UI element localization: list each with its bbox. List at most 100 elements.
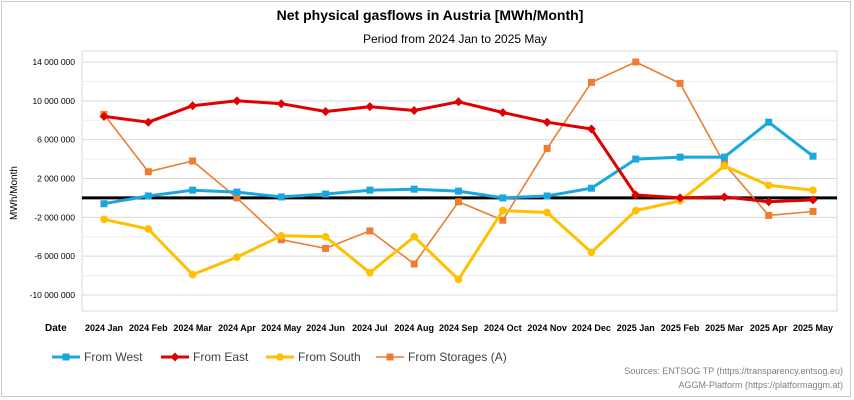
data-point-from-west xyxy=(189,186,197,194)
data-point-from-west xyxy=(410,185,418,193)
legend-item-from-south: From South xyxy=(266,350,361,364)
data-point-from-east xyxy=(808,195,818,205)
data-point-from-south xyxy=(277,231,286,240)
legend-label: From Storages (A) xyxy=(408,350,507,364)
x-tick-label: 2024 Dec xyxy=(572,323,611,333)
legend-item-from-storages-a: From Storages (A) xyxy=(376,350,507,364)
data-point-from-storages-a xyxy=(233,194,241,202)
legend-marker xyxy=(386,353,394,361)
legend-label: From West xyxy=(84,350,143,364)
data-point-from-east xyxy=(719,192,729,202)
data-point-from-south xyxy=(188,270,197,279)
data-point-from-south xyxy=(499,206,507,215)
data-point-from-west xyxy=(809,152,817,160)
data-point-from-east xyxy=(365,102,375,112)
x-tick-label: 2025 Apr xyxy=(750,323,788,333)
data-point-from-south xyxy=(144,225,153,233)
y-tick-label: 6 000 000 xyxy=(37,135,75,145)
data-point-from-storages-a xyxy=(765,211,773,219)
data-point-from-west xyxy=(632,155,640,163)
x-tick-label: 2024 Jan xyxy=(85,323,123,333)
data-point-from-storages-a xyxy=(366,227,374,235)
data-point-from-south xyxy=(631,206,640,215)
legend-item-from-west: From West xyxy=(52,350,143,364)
x-tick-label: 2024 Mar xyxy=(173,323,212,333)
data-point-from-west xyxy=(322,190,330,198)
data-point-from-south xyxy=(454,275,463,284)
data-point-from-east xyxy=(143,117,153,127)
legend-marker xyxy=(276,353,284,361)
data-point-from-east xyxy=(276,99,286,109)
data-point-from-east xyxy=(321,107,331,117)
data-point-from-south xyxy=(366,268,374,277)
x-axis-ticks: 2024 Jan 2024 Feb 2024 Mar 2024 Apr 2024 May… xyxy=(85,323,833,333)
data-point-from-storages-a xyxy=(277,236,285,244)
data-point-from-west xyxy=(543,192,551,200)
data-point-from-storages-a xyxy=(499,216,507,224)
x-tick-label: 2025 Jan xyxy=(617,323,655,333)
data-point-from-storages-a xyxy=(676,79,684,87)
x-tick-label: 2024 Aug xyxy=(394,323,434,333)
x-tick-label: 2025 Feb xyxy=(661,323,700,333)
data-point-from-west xyxy=(499,194,507,202)
x-tick-label: 2024 Jun xyxy=(306,323,345,333)
y-tick-label: 10 000 000 xyxy=(32,96,75,106)
legend-marker xyxy=(62,353,70,361)
data-point-from-south xyxy=(720,162,729,170)
data-point-from-south xyxy=(587,248,596,257)
x-tick-label: 2024 Oct xyxy=(484,323,522,333)
data-point-from-east xyxy=(631,190,641,200)
data-point-from-west xyxy=(720,153,728,161)
data-point-from-west xyxy=(455,187,462,195)
y-tick-label: -2 000 000 xyxy=(34,212,75,222)
x-tick-label: 2025 Mar xyxy=(705,323,744,333)
data-point-from-east xyxy=(99,111,109,121)
data-point-from-west xyxy=(765,118,773,126)
series-from-storages-a xyxy=(100,58,817,268)
data-point-from-south xyxy=(100,215,108,224)
data-point-from-east xyxy=(232,96,242,106)
chart-subtitle: Period from 2024 Jan to 2025 May xyxy=(363,32,547,46)
data-point-from-south xyxy=(543,208,551,217)
data-point-from-storages-a xyxy=(455,198,462,206)
legend-item-from-east: From East xyxy=(161,350,249,364)
data-point-from-west xyxy=(277,193,285,201)
data-point-from-east xyxy=(542,117,552,127)
x-tick-label: 2024 Jul xyxy=(352,323,388,333)
legend: From West From East From South From Storage… xyxy=(52,350,507,364)
data-point-from-west xyxy=(366,186,374,194)
x-tick-label: 2024 Sep xyxy=(439,323,479,333)
data-point-from-south xyxy=(809,186,817,194)
data-point-from-storages-a xyxy=(410,260,418,268)
data-point-from-west xyxy=(100,200,108,208)
data-point-from-west xyxy=(144,192,152,200)
data-point-from-south xyxy=(764,181,773,190)
source-aggm: AGGM-Platform (https://platformaggm.at) xyxy=(678,380,843,390)
chart-title: Net physical gasflows in Austria [MWh/Mo… xyxy=(277,7,584,23)
legend-marker xyxy=(170,352,180,362)
legend-label: From East xyxy=(193,350,249,364)
data-point-from-storages-a xyxy=(809,208,817,216)
series-from-south xyxy=(100,162,817,284)
x-tick-label: 2025 May xyxy=(793,323,833,333)
data-point-from-east xyxy=(409,106,419,116)
series-group xyxy=(99,58,818,284)
series-from-east xyxy=(99,96,818,207)
data-point-from-storages-a xyxy=(144,168,152,176)
data-point-from-storages-a xyxy=(322,244,330,252)
x-tick-label: 2024 May xyxy=(261,323,301,333)
x-tick-label: 2024 Apr xyxy=(218,323,256,333)
data-point-from-storages-a xyxy=(632,58,640,66)
data-point-from-east xyxy=(498,107,508,117)
y-axis-ticks: 14 000 000 10 000 000 6 000 000 2 000 000 -2… xyxy=(30,57,76,300)
data-point-from-east xyxy=(675,193,685,203)
data-point-from-west xyxy=(587,184,595,192)
y-tick-label: -10 000 000 xyxy=(30,290,76,300)
x-axis-label: Date xyxy=(45,323,67,334)
data-point-from-east xyxy=(454,97,463,107)
data-point-from-south xyxy=(410,232,418,241)
source-entsog: Sources: ENTSOG TP (https://transparency… xyxy=(624,366,843,376)
data-point-from-east xyxy=(586,124,596,134)
data-point-from-south xyxy=(321,232,330,241)
data-point-from-west xyxy=(676,153,684,161)
